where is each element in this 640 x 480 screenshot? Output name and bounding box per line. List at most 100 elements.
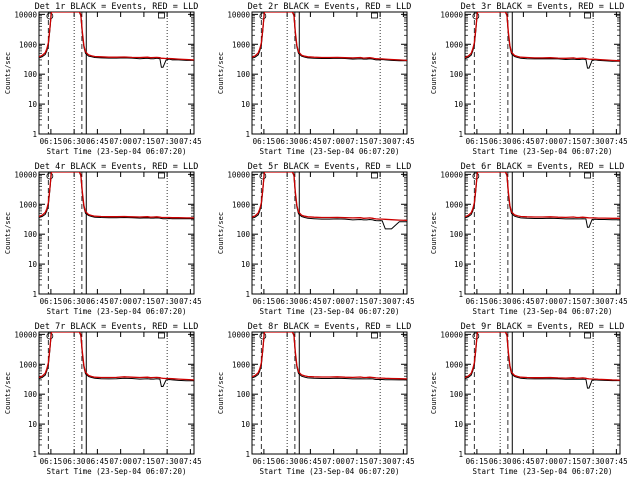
series-line-lld (252, 172, 407, 222)
plot-frame (464, 171, 621, 295)
y-tick-label: 1 (245, 290, 250, 299)
y-tick-label: 1000 (19, 40, 38, 49)
panel-title: Det 5r BLACK = Events, RED = LLD (248, 162, 412, 172)
x-tick-label: 07:30 (582, 457, 605, 466)
y-axis-label: Counts/sec (217, 212, 225, 254)
series-line-events (252, 332, 407, 381)
panel-det-7: Det 7r BLACK = Events, RED = LLD Counts/s… (4, 322, 202, 476)
y-tick-label: 10 (454, 260, 464, 269)
series-group (39, 172, 194, 220)
x-tick-label: 06:15 (253, 137, 276, 146)
x-tick-label: 07:30 (156, 457, 179, 466)
x-tick-label: 06:45 (86, 137, 109, 146)
y-tick-label: 100 (236, 70, 250, 79)
x-tick-label: 07:00 (535, 457, 558, 466)
series-line-events (252, 172, 407, 230)
panel-title: Det 6r BLACK = Events, RED = LLD (461, 162, 625, 172)
plot-frame (38, 11, 195, 135)
panel-title: Det 8r BLACK = Events, RED = LLD (248, 322, 412, 332)
series-line-lld (39, 332, 194, 381)
y-axis-label: Counts/sec (430, 372, 438, 414)
x-tick-label: 06:45 (299, 457, 322, 466)
top-circle-marker (259, 172, 267, 180)
plot-frame (251, 171, 408, 295)
x-tick-label: 07:15 (346, 297, 369, 306)
y-tick-label: 1000 (232, 200, 251, 209)
y-tick-label: 1000 (19, 360, 38, 369)
y-axis-label: Counts/sec (217, 372, 225, 414)
panel-det-4: Det 4r BLACK = Events, RED = LLD Counts/s… (4, 162, 202, 316)
x-tick-label: 06:30 (63, 457, 86, 466)
series-line-events (252, 12, 407, 62)
x-tick-label: 07:30 (369, 137, 392, 146)
top-square-marker (584, 12, 591, 19)
x-tick-label: 07:30 (582, 297, 605, 306)
y-axis-label: Counts/sec (4, 212, 12, 254)
x-tick-label: 07:00 (322, 297, 345, 306)
top-circle-marker (259, 12, 267, 20)
x-tick-label: 07:45 (179, 137, 202, 146)
y-axis-label: Counts/sec (217, 52, 225, 94)
x-tick-label: 07:00 (109, 457, 132, 466)
series-line-events (465, 332, 620, 389)
x-axis-label: Start Time (23-Sep-04 06:07:20) (473, 147, 613, 156)
x-tick-label: 07:45 (179, 457, 202, 466)
x-tick-label: 06:15 (40, 297, 63, 306)
x-tick-label: 07:45 (605, 457, 628, 466)
x-tick-label: 07:00 (535, 297, 558, 306)
x-tick-label: 06:30 (276, 297, 299, 306)
top-circle-marker (472, 332, 480, 340)
top-circle-marker (472, 12, 480, 20)
panel-title: Det 2r BLACK = Events, RED = LLD (248, 2, 412, 12)
series-group (39, 12, 194, 68)
y-tick-label: 100 (23, 70, 37, 79)
x-tick-label: 07:30 (369, 297, 392, 306)
y-tick-label: 1 (458, 290, 463, 299)
x-axis-label: Start Time (23-Sep-04 06:07:20) (473, 467, 613, 476)
y-axis-label: Counts/sec (4, 372, 12, 414)
y-tick-label: 1 (32, 450, 37, 459)
x-tick-label: 06:30 (63, 297, 86, 306)
y-tick-label: 10000 (14, 10, 37, 19)
y-tick-label: 10 (28, 100, 38, 109)
top-square-marker (584, 172, 591, 179)
series-line-events (39, 172, 194, 220)
x-tick-label: 06:30 (489, 137, 512, 146)
y-axis-label: Counts/sec (430, 212, 438, 254)
top-circle-marker (46, 172, 54, 180)
plot-frame (251, 11, 408, 135)
y-tick-label: 10000 (227, 330, 250, 339)
x-axis-label: Start Time (23-Sep-04 06:07:20) (473, 307, 613, 316)
panel-det-8: Det 8r BLACK = Events, RED = LLD Counts/s… (217, 322, 415, 476)
y-tick-label: 100 (236, 230, 250, 239)
x-tick-label: 07:15 (559, 457, 582, 466)
x-axis-label: Start Time (23-Sep-04 06:07:20) (47, 147, 187, 156)
panel-title: Det 7r BLACK = Events, RED = LLD (35, 322, 199, 332)
series-group (465, 12, 620, 69)
panel-det-6: Det 6r BLACK = Events, RED = LLD Counts/s… (430, 162, 628, 316)
x-axis-label: Start Time (23-Sep-04 06:07:20) (47, 307, 187, 316)
x-tick-label: 06:45 (299, 297, 322, 306)
plot-frame (38, 331, 195, 455)
y-tick-label: 1000 (19, 200, 38, 209)
x-tick-label: 06:30 (489, 457, 512, 466)
x-tick-label: 07:30 (156, 137, 179, 146)
plot-frame (251, 331, 408, 455)
y-tick-label: 100 (23, 390, 37, 399)
y-tick-label: 10 (241, 420, 251, 429)
y-tick-label: 10000 (440, 10, 463, 19)
x-tick-label: 06:15 (253, 297, 276, 306)
series-line-events (39, 12, 194, 68)
y-tick-label: 1000 (445, 200, 464, 209)
x-tick-label: 07:45 (392, 457, 415, 466)
y-tick-label: 1 (32, 290, 37, 299)
series-line-events (39, 332, 194, 387)
series-line-events (465, 12, 620, 69)
y-tick-label: 10 (28, 260, 38, 269)
panel-title: Det 4r BLACK = Events, RED = LLD (35, 162, 199, 172)
x-tick-label: 06:30 (276, 137, 299, 146)
y-tick-label: 10 (241, 260, 251, 269)
x-tick-label: 07:00 (322, 137, 345, 146)
series-line-lld (465, 332, 620, 381)
